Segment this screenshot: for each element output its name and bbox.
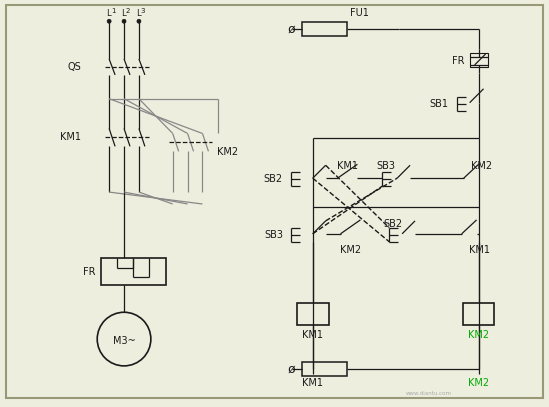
Text: KM1: KM1 <box>469 245 490 255</box>
Text: KM2: KM2 <box>340 245 361 255</box>
Bar <box>463 303 495 325</box>
Text: FR: FR <box>452 56 464 66</box>
Text: L: L <box>136 9 140 18</box>
Bar <box>302 22 346 36</box>
Text: KM1: KM1 <box>60 132 81 142</box>
Text: 3: 3 <box>141 8 145 14</box>
Text: KM2: KM2 <box>470 161 492 171</box>
Text: FR: FR <box>83 267 95 276</box>
Bar <box>297 303 329 325</box>
Text: KM1: KM1 <box>337 161 358 171</box>
Text: SB3: SB3 <box>376 161 395 171</box>
Text: 2: 2 <box>126 8 130 14</box>
Text: SB1: SB1 <box>430 98 449 109</box>
Text: KM1: KM1 <box>302 378 323 388</box>
Text: SB3: SB3 <box>264 230 283 240</box>
Bar <box>469 53 488 67</box>
Bar <box>101 258 166 285</box>
Text: KM2: KM2 <box>468 378 489 388</box>
Circle shape <box>137 19 141 23</box>
Text: M3~: M3~ <box>113 336 136 346</box>
Text: L: L <box>106 9 110 18</box>
Text: KM2: KM2 <box>468 330 489 340</box>
Circle shape <box>107 19 111 23</box>
Text: ø: ø <box>287 362 295 375</box>
Bar <box>302 362 346 376</box>
Text: KM2: KM2 <box>217 147 238 158</box>
Text: KM1: KM1 <box>302 330 323 340</box>
Text: SB2: SB2 <box>383 219 402 229</box>
Text: FU1: FU1 <box>350 8 369 18</box>
Text: www.diantu.com: www.diantu.com <box>406 391 452 396</box>
Circle shape <box>122 19 126 23</box>
Text: SB2: SB2 <box>264 174 283 184</box>
Text: ø: ø <box>287 23 295 36</box>
Text: L: L <box>121 9 125 18</box>
Text: QS: QS <box>68 62 81 72</box>
Text: 1: 1 <box>111 8 115 14</box>
